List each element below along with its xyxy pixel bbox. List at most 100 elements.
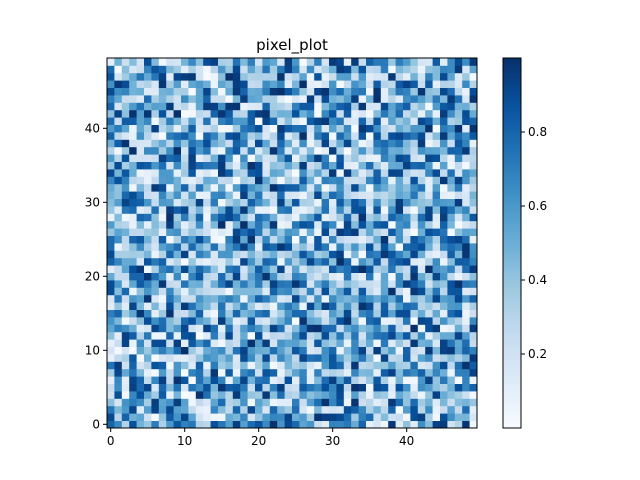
heatmap-cell [395,272,404,281]
heatmap-cell [343,206,352,214]
heatmap-cell [343,376,352,384]
heatmap-cell [203,265,211,273]
heatmap-cell [380,280,389,288]
heatmap-cell [166,191,174,199]
heatmap-cell [395,132,404,140]
heatmap-cell [188,87,197,96]
heatmap-cell [121,198,130,207]
heatmap-cell [440,317,448,325]
heatmap-cell [380,235,389,244]
heatmap-cell [373,65,382,74]
heatmap-cell [299,339,308,347]
heatmap-cell [329,176,337,185]
heatmap-cell [440,191,448,199]
heatmap-cell [462,198,470,207]
heatmap-cell [469,398,478,407]
heatmap-cell [454,146,463,155]
heatmap-cell [247,287,256,296]
heatmap-cell [195,124,204,133]
x-tick-label: 10 [177,434,192,448]
heatmap-cell [336,309,345,318]
heatmap-cell [181,161,189,170]
heatmap-cell [373,228,382,236]
heatmap-cell [469,354,478,362]
heatmap-cell [240,287,248,296]
heatmap-cell [240,294,248,303]
heatmap-cell [395,117,404,125]
heatmap-cell [329,58,337,66]
heatmap-cell [203,331,211,340]
heatmap-cell [447,213,456,222]
heatmap-cell [277,220,285,229]
heatmap-cell [203,302,211,310]
heatmap-cell [343,220,352,229]
heatmap-cell [292,361,300,370]
heatmap-cell [462,235,470,244]
heatmap-cell [269,391,278,399]
heatmap-cell [181,117,189,125]
heatmap-cell [432,309,441,318]
heatmap-cell [129,176,137,185]
heatmap-cell [432,391,441,399]
heatmap-cell [314,302,322,310]
heatmap-cell [129,109,137,118]
heatmap-cell [432,324,441,333]
heatmap-cell [188,309,197,318]
heatmap-cell [255,169,263,177]
heatmap-cell [195,265,204,273]
heatmap-cell [195,198,204,207]
heatmap-cell [329,72,337,81]
heatmap-cell [454,287,463,296]
heatmap-cell [262,257,271,266]
heatmap-cell [292,169,300,177]
heatmap-cell [210,257,219,266]
heatmap-cell [462,220,470,229]
heatmap-cell [425,206,433,214]
heatmap-cell [114,324,123,333]
heatmap-cell [306,398,315,407]
heatmap-cell [447,420,456,429]
heatmap-cell [366,413,374,421]
heatmap-cell [447,72,456,81]
heatmap-cell [314,109,322,118]
heatmap-cell [225,398,234,407]
heatmap-cell [107,213,115,222]
heatmap-cell [240,383,248,392]
heatmap-cell [380,58,389,66]
heatmap-cell [417,391,426,399]
heatmap-cell [329,124,337,133]
heatmap-cell [380,294,389,303]
heatmap-cell [343,109,352,118]
heatmap-cell [240,257,248,266]
heatmap-cell [255,65,263,74]
heatmap-cell [292,124,300,133]
heatmap-cell [343,294,352,303]
heatmap-cell [247,405,256,414]
heatmap-cell [373,235,382,244]
heatmap-cell [195,368,204,377]
heatmap-cell [181,309,189,318]
heatmap-cell [129,346,137,355]
heatmap-cell [284,117,293,125]
heatmap-cell [366,339,374,347]
heatmap-cell [454,132,463,140]
x-tick-label: 30 [325,434,340,448]
heatmap-cell [373,183,382,192]
heatmap-cell [232,302,241,310]
heatmap-cell [447,109,456,118]
heatmap-cell [284,287,293,296]
heatmap-cell [232,391,241,399]
heatmap-cell [173,169,182,177]
heatmap-cell [314,191,322,199]
heatmap-cell [218,58,226,66]
heatmap-cell [403,65,411,74]
heatmap-cell [262,413,271,421]
heatmap-cell [454,102,463,111]
heatmap-cell [114,87,123,96]
heatmap-cell [158,102,167,111]
heatmap-cell [403,265,411,273]
heatmap-cell [195,80,204,88]
heatmap-cell [107,154,115,162]
heatmap-cell [366,376,374,384]
heatmap-cell [388,265,396,273]
